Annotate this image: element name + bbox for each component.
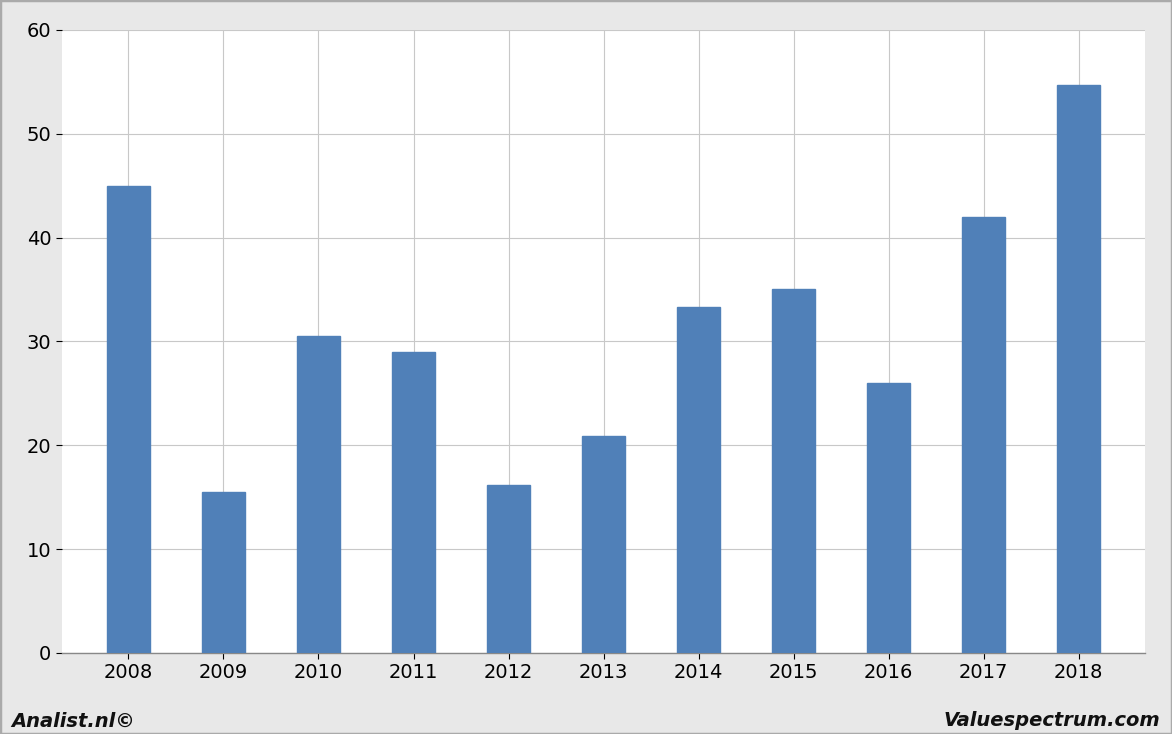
Bar	[677, 307, 720, 653]
Bar	[1057, 85, 1101, 653]
Bar	[962, 217, 1006, 653]
Text: Analist.nl©: Analist.nl©	[12, 711, 136, 730]
Bar	[867, 383, 911, 653]
Bar	[393, 352, 435, 653]
Text: Valuespectrum.com: Valuespectrum.com	[943, 711, 1160, 730]
Bar	[582, 436, 625, 653]
Bar	[297, 336, 340, 653]
Bar	[202, 492, 245, 653]
Bar	[107, 186, 150, 653]
Bar	[488, 484, 530, 653]
Bar	[772, 289, 815, 653]
